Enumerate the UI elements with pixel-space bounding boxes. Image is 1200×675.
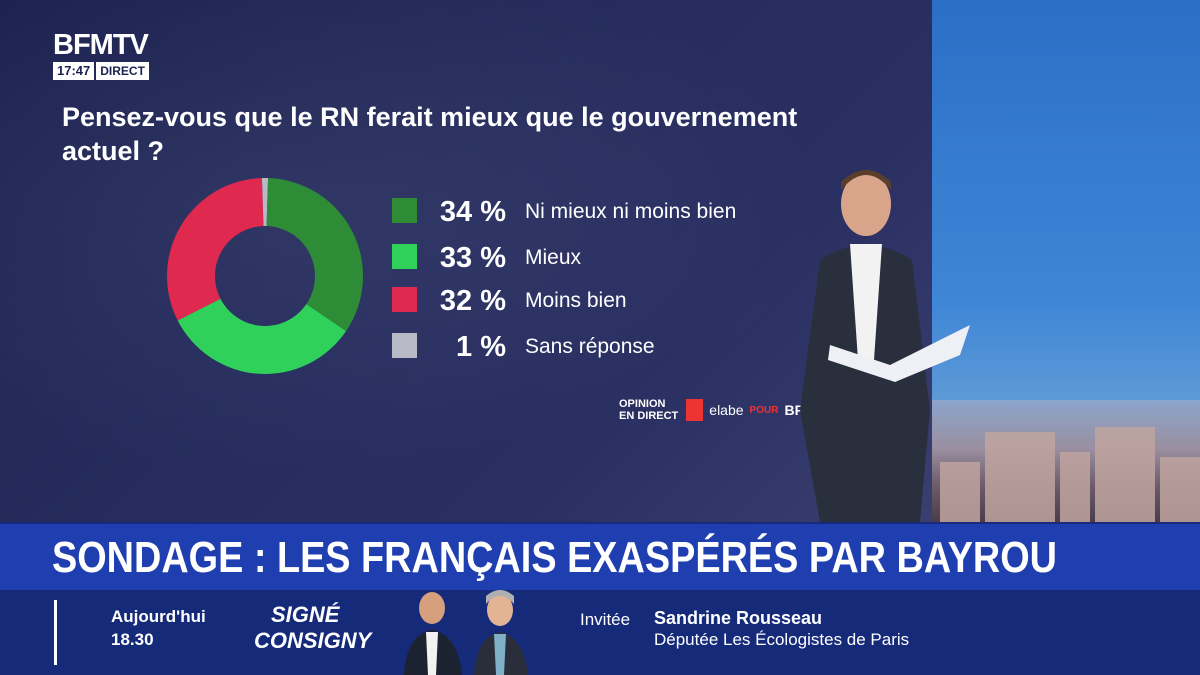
headline-banner: SONDAGE : LES FRANÇAIS EXASPÉRÉS PAR BAY…	[0, 522, 1200, 592]
donut-slice	[261, 178, 269, 227]
opinion-en-direct-logo: OPINION EN DIRECT	[619, 398, 678, 422]
guest-portraits	[404, 590, 528, 675]
program-title-line2: CONSIGNY	[254, 628, 372, 653]
donut-slice	[177, 298, 347, 374]
legend-percent: 32 %	[439, 285, 506, 317]
elabe-logo-text: elabe	[709, 402, 744, 418]
program-day: Aujourd'hui	[111, 607, 206, 626]
legend-percent: 1 %	[456, 331, 506, 363]
legend-swatch	[392, 333, 417, 358]
legend-swatch	[392, 198, 417, 223]
legend-label: Moins bien	[525, 289, 627, 312]
program-time: 18.30	[111, 630, 154, 649]
guest-role-label: Invitée	[580, 610, 631, 629]
chart-screen	[0, 0, 932, 522]
legend-label: Sans réponse	[525, 335, 655, 358]
donut-slice	[166, 178, 264, 321]
opinion-line2: EN DIRECT	[619, 410, 679, 422]
legend-percent: 33 %	[439, 242, 506, 274]
elabe-e-icon	[686, 399, 704, 421]
donut-slice	[266, 178, 363, 332]
donut-chart	[166, 178, 363, 374]
legend-swatch	[392, 287, 417, 312]
poll-credit: OPINION EN DIRECT elabe POUR BFM	[619, 398, 815, 422]
legend-label: Mieux	[525, 246, 582, 269]
channel-logo-text: BFMTV	[53, 29, 149, 61]
live-label: DIRECT	[96, 62, 149, 80]
program-ticker: Aujourd'hui 18.30 SIGNÉ CONSIGNY Invitée…	[0, 590, 1200, 675]
headline-text: SONDAGE : LES FRANÇAIS EXASPÉRÉS PAR BAY…	[52, 533, 1058, 582]
city-skyline	[930, 400, 1200, 522]
presenter-figure	[800, 170, 970, 522]
live-time: 17:47	[53, 62, 95, 80]
legend-label: Ni mieux ni moins bien	[525, 200, 737, 223]
legend-percent: 34 %	[439, 196, 506, 228]
chart-title: Pensez-vous que le RN ferait mieux que l…	[62, 102, 798, 166]
guest-name: Sandrine Rousseau	[654, 608, 823, 628]
guest-title: Députée Les Écologistes de Paris	[654, 630, 910, 649]
pour-label: POUR	[749, 404, 779, 416]
program-title-line1: SIGNÉ	[271, 602, 340, 627]
live-bar: 17:47 DIRECT	[53, 62, 171, 80]
channel-logo: BFMTV 17:47 DIRECT	[53, 30, 171, 80]
legend-swatch	[392, 244, 417, 269]
opinion-line1: OPINION	[619, 398, 666, 410]
ticker-divider	[54, 600, 57, 665]
